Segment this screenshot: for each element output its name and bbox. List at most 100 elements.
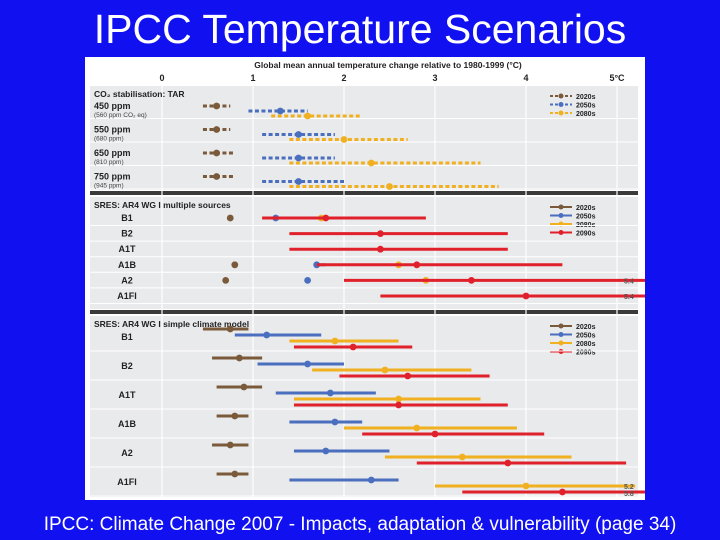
mid-marker-c2090 bbox=[349, 343, 357, 351]
mid-marker-c2080 bbox=[367, 159, 375, 167]
row-label: A1T bbox=[118, 390, 136, 400]
row-label: A1B bbox=[118, 260, 137, 270]
chart-title: Global mean annual temperature change re… bbox=[254, 60, 522, 70]
row-label: B2 bbox=[121, 361, 133, 371]
row-label: A1T bbox=[118, 244, 136, 254]
legend-label: 2020s bbox=[576, 324, 596, 331]
row-label: A1B bbox=[118, 419, 137, 429]
panel-heading-simple: SRES: AR4 WG I simple climate model bbox=[94, 319, 249, 329]
temperature-chart: Global mean annual temperature change re… bbox=[85, 57, 645, 500]
row-label: B1 bbox=[121, 213, 133, 223]
mid-marker-c2050 bbox=[322, 447, 330, 455]
mid-marker-c2080 bbox=[386, 183, 393, 190]
row-label: B2 bbox=[121, 229, 133, 239]
mid-marker-c2080 bbox=[522, 482, 530, 490]
legend-swatch-dot bbox=[558, 340, 564, 346]
slide-title: IPCC Temperature Scenarios bbox=[93, 6, 627, 52]
row-label: 750 ppm bbox=[94, 172, 131, 182]
mid-marker-c2080 bbox=[331, 337, 339, 345]
mid-marker-c2050 bbox=[304, 277, 311, 284]
mid-marker-c2020 bbox=[240, 383, 248, 391]
mid-marker-c2050 bbox=[276, 107, 284, 115]
mid-marker-c2090 bbox=[431, 430, 439, 438]
mid-marker-c2020 bbox=[231, 412, 239, 420]
mid-marker-c2080 bbox=[458, 453, 466, 461]
chart-canvas: Global mean annual temperature change re… bbox=[90, 60, 645, 498]
tick-label: 5°C bbox=[609, 73, 625, 83]
mid-marker-c2050 bbox=[263, 331, 271, 339]
row-label: 650 ppm bbox=[94, 148, 131, 158]
mid-marker-c2020 bbox=[226, 325, 234, 333]
mid-marker-c2020 bbox=[235, 354, 243, 362]
row-label: A2 bbox=[121, 448, 133, 458]
legend-swatch-dot bbox=[558, 332, 564, 337]
legend-label: 2090s bbox=[576, 350, 596, 357]
mid-marker-c2090 bbox=[504, 459, 512, 467]
row-sublabel: (810 ppm) bbox=[94, 159, 124, 166]
legend-label: 2080s bbox=[576, 341, 596, 348]
legend-swatch-dot bbox=[558, 323, 564, 329]
mid-marker-c2090 bbox=[322, 214, 330, 222]
legend-label: 2090s bbox=[576, 231, 596, 238]
mid-marker-c2090 bbox=[377, 245, 384, 253]
overflow-value-label: 5.4 bbox=[624, 294, 634, 301]
mid-marker-c2020 bbox=[222, 277, 230, 284]
mid-marker-c2020 bbox=[231, 261, 239, 269]
mid-marker-c2090 bbox=[522, 292, 530, 300]
mid-marker-c2020 bbox=[226, 441, 234, 449]
row-label: 450 ppm bbox=[94, 101, 131, 111]
legend-label: 2050s bbox=[576, 103, 596, 110]
panel-background-multi bbox=[90, 197, 638, 309]
tick-label: 1 bbox=[250, 73, 255, 83]
panel-heading-multi: SRES: AR4 WG I multiple sources bbox=[94, 200, 231, 210]
legend-swatch-dot bbox=[558, 93, 564, 99]
mid-marker-c2080 bbox=[395, 395, 402, 403]
panel-separator bbox=[90, 191, 638, 195]
legend-swatch-dot bbox=[558, 230, 564, 235]
mid-marker-c2050 bbox=[326, 389, 334, 397]
mid-marker-c2050 bbox=[304, 360, 311, 368]
mid-marker-c2080 bbox=[413, 424, 421, 432]
legend-label: 2080s bbox=[576, 111, 596, 118]
row-sublabel: (680 ppm) bbox=[94, 136, 124, 143]
row-label: A1FI bbox=[117, 291, 137, 301]
row-label: B1 bbox=[121, 332, 133, 342]
mid-marker-c2050 bbox=[295, 154, 302, 162]
tick-label: 2 bbox=[341, 73, 346, 83]
mid-marker-c2020 bbox=[213, 149, 221, 157]
legend-swatch-dot bbox=[558, 110, 564, 116]
legend-label: 2020s bbox=[576, 94, 596, 101]
mid-marker-c2050 bbox=[295, 131, 302, 138]
mid-marker-c2080 bbox=[381, 366, 389, 374]
legend-label: 2050s bbox=[576, 214, 596, 221]
mid-marker-c2050 bbox=[367, 476, 375, 484]
row-sublabel: (560 ppm CO₂ eq) bbox=[94, 112, 147, 119]
mid-marker-c2020 bbox=[213, 126, 221, 133]
mid-marker-c2050 bbox=[331, 418, 339, 426]
mid-marker-c2090 bbox=[413, 261, 421, 269]
mid-marker-c2020 bbox=[231, 470, 239, 478]
legend-swatch-dot bbox=[558, 213, 564, 218]
legend-swatch-dot bbox=[558, 102, 564, 107]
mid-marker-c2020 bbox=[213, 102, 221, 110]
mid-marker-c2080 bbox=[304, 112, 311, 120]
legend-label: 2050s bbox=[576, 333, 596, 340]
tick-label: 0 bbox=[159, 73, 164, 83]
panel-separator bbox=[90, 310, 638, 314]
mid-marker-c2090 bbox=[377, 230, 384, 238]
legend-label: 2020s bbox=[576, 205, 596, 212]
overflow-value-label: 5.8 bbox=[624, 491, 634, 498]
row-sublabel: (945 ppm) bbox=[94, 183, 124, 190]
mid-marker-c2020 bbox=[213, 173, 221, 180]
mid-marker-c2020 bbox=[226, 214, 234, 222]
mid-marker-c2090 bbox=[559, 488, 566, 496]
panel-heading-tar: CO₂ stabilisation: TAR bbox=[94, 89, 185, 99]
slide-caption: IPCC: Climate Change 2007 - Impacts, ada… bbox=[43, 514, 677, 535]
mid-marker-c2080 bbox=[340, 136, 348, 143]
overflow-value-label: 5.4 bbox=[624, 278, 634, 285]
row-label: A2 bbox=[121, 275, 133, 285]
tick-label: 3 bbox=[432, 73, 437, 83]
mid-marker-c2090 bbox=[395, 401, 402, 409]
row-label: 550 ppm bbox=[94, 125, 131, 135]
overflow-value-label: 5.2 bbox=[624, 484, 634, 491]
